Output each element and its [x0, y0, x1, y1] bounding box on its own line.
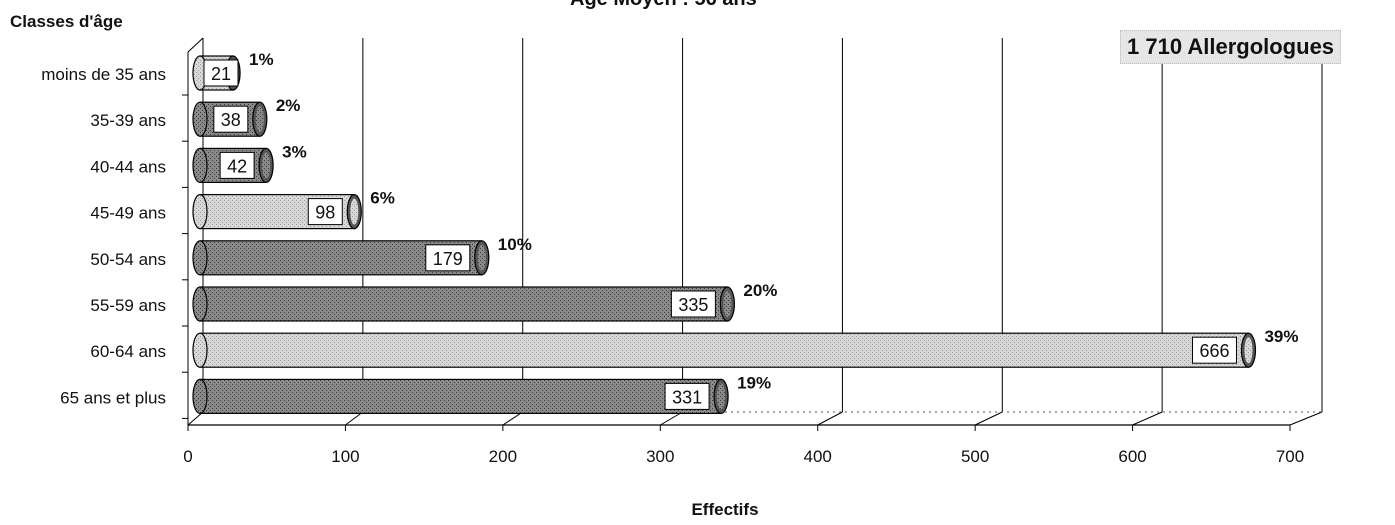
percent-label: 20% — [743, 281, 777, 300]
value-label: 42 — [227, 156, 247, 176]
x-tick-label: 600 — [1118, 447, 1146, 466]
category-label: 35-39 ans — [90, 111, 166, 130]
bar-cap-face — [717, 383, 726, 410]
percent-label: 39% — [1264, 327, 1298, 346]
grid-depth-line — [1132, 411, 1163, 426]
bars — [192, 55, 1257, 414]
category-label: 65 ans et plus — [60, 388, 166, 407]
total-annotation: 1 710 Allergologues — [1120, 30, 1342, 64]
bar-cap-face — [262, 152, 271, 179]
value-label: 98 — [315, 203, 335, 223]
x-tick-label: 200 — [489, 447, 517, 466]
bar-cap-left — [192, 332, 208, 368]
percent-label: 10% — [498, 235, 532, 254]
bar-cap-left — [192, 194, 208, 230]
value-label-box — [664, 382, 710, 410]
value-label: 331 — [672, 387, 702, 407]
grid-depth-line — [187, 411, 204, 426]
value-label: 179 — [433, 249, 463, 269]
x-tick-label: 300 — [646, 447, 674, 466]
bar-cap-face — [723, 291, 732, 317]
grid-depth-line — [817, 411, 843, 426]
percent-label: 2% — [276, 96, 301, 115]
axes — [182, 37, 1322, 431]
x-tick-label: 100 — [331, 447, 359, 466]
y-axis-title: Classes d'âge — [10, 12, 123, 31]
bar-cap-left — [192, 101, 208, 137]
value-label-box — [1191, 336, 1237, 364]
bar-cap-face — [255, 106, 264, 133]
x-tick-label: 500 — [961, 447, 989, 466]
grid-depth-line — [502, 411, 523, 426]
bar — [199, 286, 728, 322]
percent-label: 19% — [737, 373, 771, 392]
x-axis-title: Effectifs — [691, 500, 759, 519]
category-label: 45-49 ans — [90, 204, 166, 223]
value-label-box — [219, 151, 255, 179]
value-label: 666 — [1199, 341, 1229, 361]
grid-depth-line — [974, 411, 1003, 426]
bar — [199, 378, 722, 414]
category-label: 55-59 ans — [90, 296, 166, 315]
bar-cap-left — [192, 378, 208, 414]
labels: 0 100 200 300 400 500 600 700 moins de 35 ans 21 1… — [41, 50, 1304, 466]
percent-label: 1% — [249, 50, 274, 69]
y-axis-depth-line — [187, 37, 204, 53]
category-label: 60-64 ans — [90, 342, 166, 361]
value-label-box — [213, 105, 249, 133]
bar — [199, 332, 1250, 368]
bar-cap-face — [1244, 337, 1253, 364]
value-label-box — [425, 244, 471, 272]
bar-cap-face — [477, 244, 486, 271]
value-label-box — [203, 59, 239, 87]
bar-cap-left — [192, 286, 208, 322]
grid-depth-line — [660, 411, 683, 426]
chart-title: Âge Moyen : 56 ans — [570, 0, 870, 11]
percent-label: 3% — [282, 142, 307, 161]
x-tick-label: 0 — [183, 447, 192, 466]
grid-depth-line — [345, 411, 364, 426]
value-label-box — [670, 290, 716, 318]
grid-depth-line — [1289, 411, 1323, 426]
value-label: 38 — [221, 110, 241, 130]
bar-cap-left — [192, 147, 208, 183]
value-label: 21 — [211, 64, 231, 84]
category-label: moins de 35 ans — [41, 65, 166, 84]
value-label: 335 — [678, 295, 708, 315]
value-label-box — [307, 198, 343, 226]
x-tick-label: 400 — [804, 447, 832, 466]
category-label: 50-54 ans — [90, 250, 166, 269]
percent-label: 6% — [370, 189, 395, 208]
bar-cap-left — [192, 240, 208, 276]
x-tick-label: 700 — [1276, 447, 1304, 466]
category-label: 40-44 ans — [90, 157, 166, 176]
bar-cap-face — [350, 198, 359, 225]
